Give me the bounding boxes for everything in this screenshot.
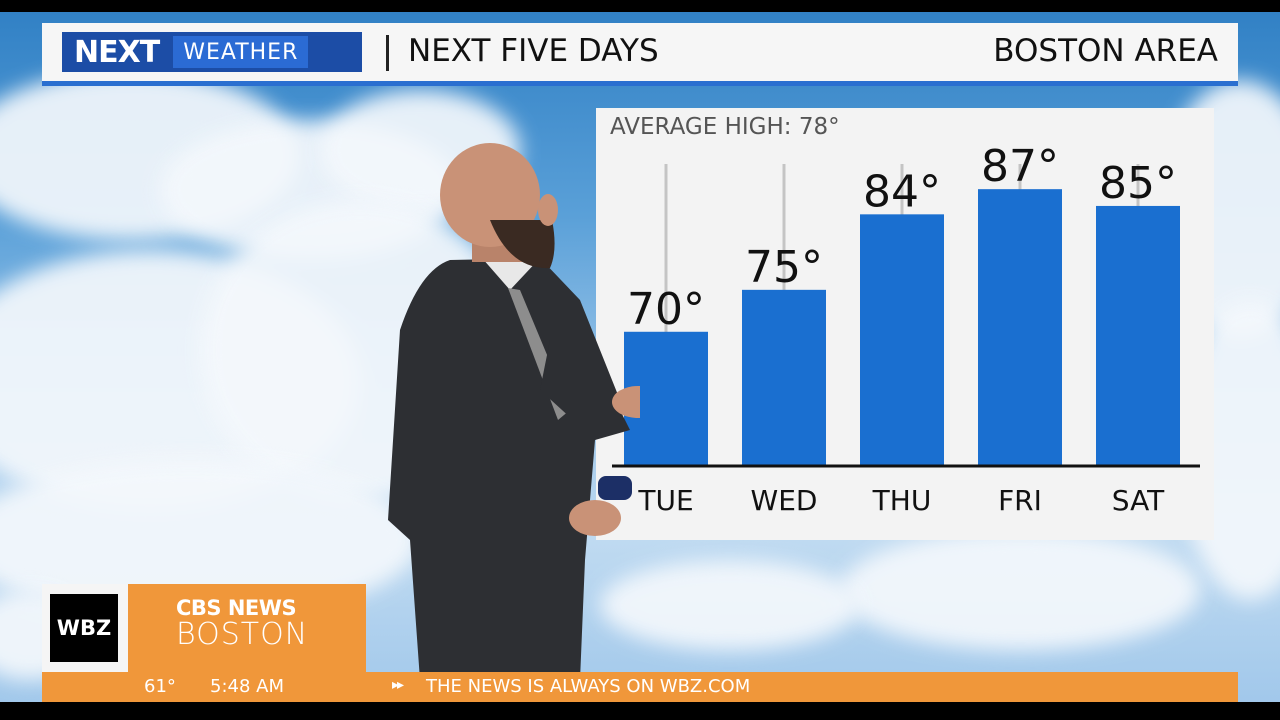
ticker-message: THE NEWS IS ALWAYS ON WBZ.COM (426, 676, 751, 697)
value-label-fri: 87° (981, 141, 1059, 192)
value-label-thu: 84° (863, 166, 941, 217)
value-label-wed: 75° (745, 242, 823, 293)
cbs-news-label: CBS NEWS (176, 596, 297, 620)
forecast-bar-chart: 70° TUE 75° WED 84° THU 87° FRI 85° SAT (612, 141, 1200, 517)
value-label-tue: 70° (627, 284, 705, 335)
ticker-time: 5:48 AM (210, 676, 284, 697)
bottom-letterbox (0, 702, 1280, 720)
top-letterbox (0, 0, 1280, 12)
network-brand-panel (128, 584, 366, 672)
value-label-sat: 85° (1099, 158, 1177, 209)
tick-label-sat: SAT (1112, 484, 1165, 517)
wbz-logo: WBZ (50, 594, 118, 662)
tick-label-thu: THU (872, 484, 932, 517)
logo-next-text: NEXT (62, 34, 170, 70)
header-bar: NEXT WEATHER NEXT FIVE DAYS BOSTON AREA (42, 23, 1238, 86)
bar-fri (978, 189, 1062, 466)
header-divider (386, 35, 389, 71)
presenter-figure (388, 143, 640, 680)
bar-thu (860, 214, 944, 466)
header-location: BOSTON AREA (993, 33, 1218, 69)
tick-label-wed: WED (751, 484, 818, 517)
next-weather-logo: NEXT WEATHER (62, 32, 362, 72)
bar-wed (742, 289, 826, 466)
ticker-arrow-icon: ▸▸ (392, 677, 404, 693)
boston-label: BOSTON (176, 617, 309, 652)
tick-label-tue: TUE (637, 484, 693, 517)
logo-weather-text: WEATHER (173, 36, 309, 68)
forecast-chart-panel: AVERAGE HIGH: 78° 70° TUE 75° WED 84° THU 87° F… (596, 108, 1214, 540)
bar-sat (1096, 205, 1180, 466)
news-ticker: 61° 5:48 AM ▸▸ THE NEWS IS ALWAYS ON WBZ… (42, 672, 1238, 702)
header-title: NEXT FIVE DAYS (408, 33, 659, 69)
tick-label-fri: FRI (998, 484, 1042, 517)
ticker-temperature: 61° (144, 676, 176, 697)
average-high-label: AVERAGE HIGH: 78° (610, 114, 840, 140)
